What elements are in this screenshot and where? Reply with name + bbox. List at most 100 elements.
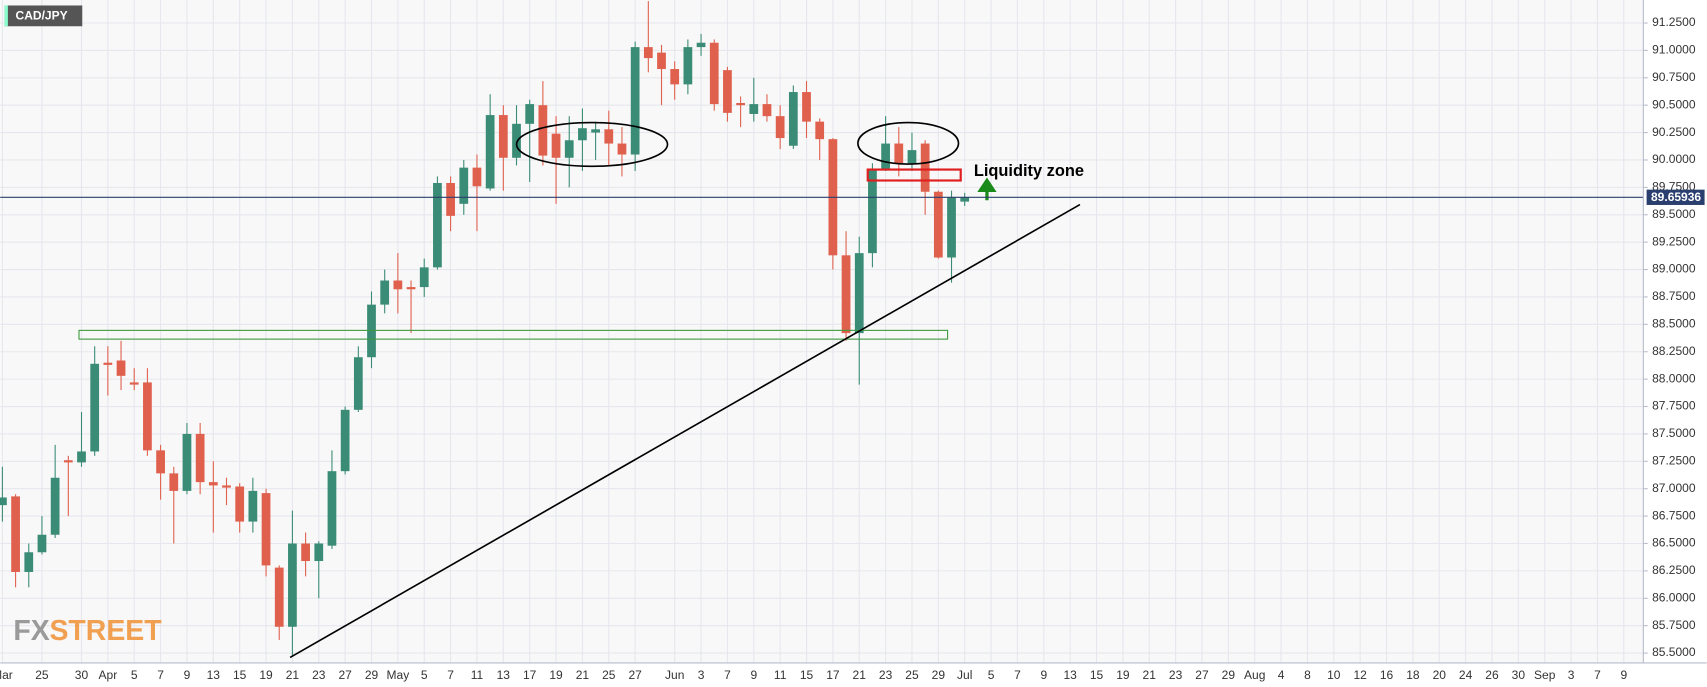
x-tick-label: Mar — [0, 668, 13, 682]
candle-body — [854, 253, 864, 334]
x-tick-label: 7 — [447, 668, 454, 682]
y-tick-label: 90.0000 — [1652, 152, 1696, 166]
candle-body — [433, 182, 442, 268]
candle-body — [182, 433, 192, 491]
candle-body — [933, 191, 943, 258]
y-tick-label: 88.5000 — [1652, 317, 1696, 331]
x-tick-label: 27 — [1195, 668, 1209, 682]
candle-body — [103, 362, 113, 365]
candle-body — [868, 169, 877, 254]
candle-body — [617, 143, 627, 155]
candle-body — [353, 357, 363, 410]
candle-body — [736, 103, 745, 106]
x-tick-label: 19 — [259, 668, 273, 682]
x-tick-label: 30 — [75, 668, 89, 682]
x-tick-label: 12 — [1353, 668, 1367, 682]
title-accent — [4, 5, 8, 27]
x-tick-label: 15 — [800, 668, 814, 682]
x-tick-label: 23 — [1169, 668, 1183, 682]
candle-body — [11, 496, 20, 572]
x-tick-label: Sep — [1534, 668, 1556, 682]
x-tick-label: 21 — [286, 668, 300, 682]
candle-body — [788, 92, 798, 146]
logo-fx: FX — [13, 615, 49, 647]
candle-body — [670, 69, 680, 85]
x-tick-label: 29 — [932, 668, 946, 682]
candle-body — [512, 123, 521, 158]
x-tick-label: 9 — [1040, 668, 1047, 682]
candle-body — [446, 182, 455, 216]
x-tick-label: 13 — [497, 668, 511, 682]
x-tick-label: 21 — [576, 668, 590, 682]
y-tick-label: 87.2500 — [1652, 453, 1696, 467]
drawings: Liquidity zone — [78, 121, 1084, 659]
candle-body — [960, 197, 970, 202]
candle-body — [459, 167, 469, 204]
x-tick-label: Aug — [1244, 668, 1265, 682]
candle-body — [327, 471, 337, 546]
candle-body — [472, 167, 482, 187]
candle-body — [525, 104, 535, 124]
y-tick-label: 90.2500 — [1652, 125, 1696, 139]
candle-body — [288, 543, 297, 627]
candle-body — [643, 47, 653, 59]
support-zone — [78, 329, 949, 340]
y-tick-label: 89.5000 — [1652, 207, 1696, 221]
candle-body — [947, 197, 956, 258]
x-tick-label: 13 — [1063, 668, 1077, 682]
x-tick-label: 29 — [365, 668, 379, 682]
candle-body — [340, 409, 350, 472]
candle-body — [380, 280, 390, 305]
x-tick-label: 24 — [1459, 668, 1473, 682]
x-tick-label: 18 — [1406, 668, 1420, 682]
x-tick-label: 5 — [988, 668, 995, 682]
x-tick-label: 16 — [1380, 668, 1394, 682]
x-tick-label: 23 — [879, 668, 893, 682]
candle-body — [63, 460, 73, 463]
candle-body — [0, 497, 7, 506]
x-tick-label: 23 — [312, 668, 326, 682]
candle-body — [894, 143, 904, 164]
x-tick-label: 3 — [1568, 668, 1575, 682]
y-tick-label: 90.7500 — [1652, 70, 1696, 84]
x-tick-label: 7 — [157, 668, 164, 682]
y-tick-label: 85.5000 — [1652, 645, 1696, 659]
last-price-badge — [1646, 189, 1705, 205]
candle-body — [551, 133, 561, 158]
annotation: Liquidity zone — [974, 162, 1084, 180]
y-tick-label: 88.7500 — [1652, 289, 1696, 303]
candle-body — [37, 534, 47, 553]
y-tick-label: 86.0000 — [1652, 590, 1696, 604]
y-tick-label: 91.0000 — [1652, 43, 1696, 57]
candle-body — [578, 128, 587, 141]
candle-body — [604, 129, 614, 144]
x-tick-label: 27 — [338, 668, 352, 682]
candle-body — [749, 104, 759, 114]
arrow-up — [977, 177, 997, 201]
x-tick-label: 5 — [421, 668, 428, 682]
y-tick-label: 90.5000 — [1652, 97, 1696, 111]
y-tick-label: 85.7500 — [1652, 618, 1696, 632]
candle-body — [222, 485, 231, 488]
candle-body — [195, 433, 205, 483]
x-tick-label: 27 — [628, 668, 642, 682]
y-tick-label: 86.2500 — [1652, 563, 1696, 577]
x-tick-label: 7 — [1014, 668, 1021, 682]
candle-body — [498, 115, 508, 158]
logo-street: STREET — [49, 615, 162, 647]
x-tick-label: 19 — [1116, 668, 1130, 682]
y-tick-label: 87.5000 — [1652, 426, 1696, 440]
candle-body — [208, 482, 218, 486]
last-price-label: 89.65936 — [1651, 190, 1701, 204]
x-tick-label: 10 — [1327, 668, 1341, 682]
candle-body — [156, 450, 165, 474]
candle-body — [709, 42, 719, 105]
candle-body — [538, 105, 548, 156]
candle-body — [261, 493, 271, 566]
candle-body — [235, 486, 245, 522]
y-tick-label: 87.7500 — [1652, 399, 1696, 413]
candle-body — [274, 567, 284, 627]
y-tick-label: 91.2500 — [1652, 15, 1696, 29]
x-tick-label: Apr — [99, 668, 118, 682]
x-tick-label: 9 — [1620, 668, 1627, 682]
